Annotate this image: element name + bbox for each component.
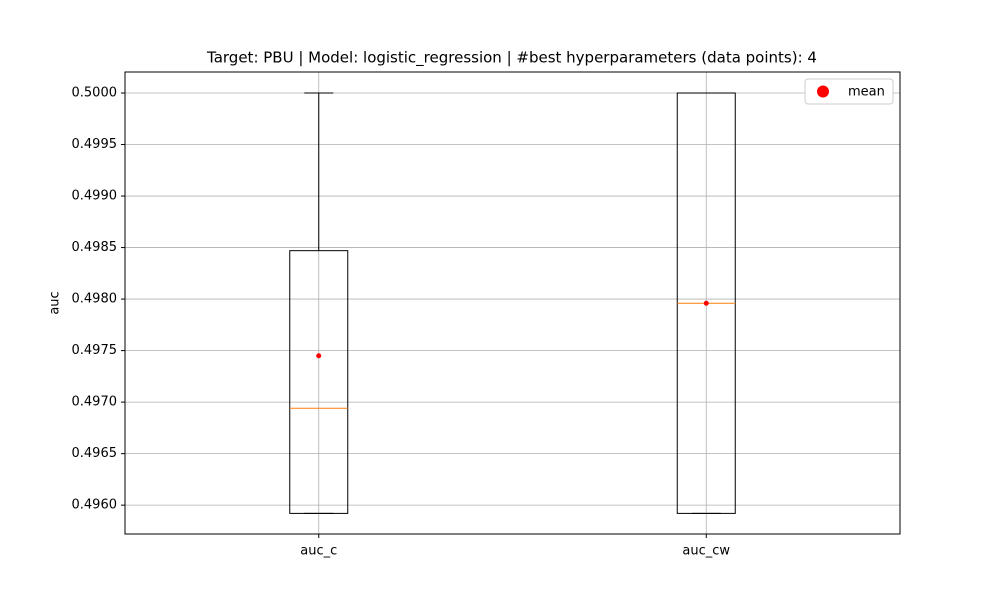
x-tick-label: auc_c: [300, 544, 337, 559]
y-tick-label: 0.4965: [72, 446, 118, 461]
y-tick-label: 0.4975: [72, 343, 118, 358]
y-tick-label: 0.4980: [72, 292, 118, 307]
mean-marker: [316, 353, 322, 359]
y-tick-label: 0.4960: [72, 498, 118, 513]
y-axis-label: auc: [48, 291, 63, 314]
box: [289, 250, 349, 514]
y-tick-label: 0.4995: [72, 137, 118, 152]
plot-frame: [124, 71, 901, 535]
legend-box: [804, 78, 894, 105]
y-tick-label: 0.4985: [72, 240, 118, 255]
x-tick-label: auc_cw: [682, 544, 730, 559]
mean-marker: [703, 300, 709, 306]
legend-marker: [817, 85, 829, 98]
y-tick-label: 0.5000: [72, 86, 118, 101]
y-tick-label: 0.4970: [72, 395, 118, 410]
legend-label: mean: [848, 85, 885, 100]
chart-title: Target: PBU | Model: logistic_regression…: [206, 49, 817, 68]
y-tick-label: 0.4990: [72, 189, 118, 204]
legend: mean: [804, 78, 894, 105]
